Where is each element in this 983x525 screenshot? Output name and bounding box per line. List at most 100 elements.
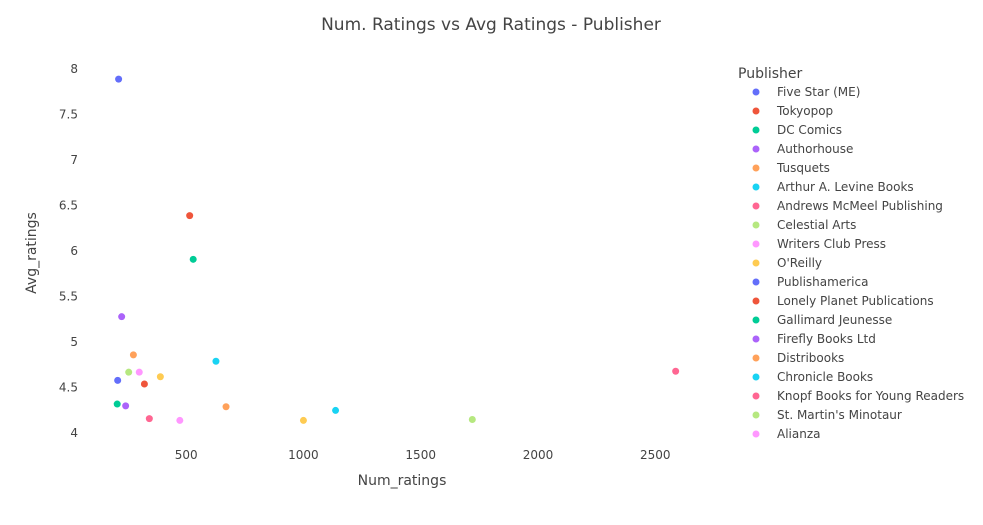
data-points	[113, 75, 680, 424]
legend-marker-icon	[752, 240, 760, 248]
legend-item[interactable]: Firefly Books Ltd	[752, 332, 876, 346]
legend-marker-icon	[752, 221, 760, 229]
legend-label: Writers Club Press	[777, 237, 886, 251]
x-tick-label: 1500	[405, 448, 436, 462]
legend-label: Alianza	[777, 427, 821, 441]
legend-label: DC Comics	[777, 123, 842, 137]
legend-marker-icon	[752, 392, 760, 400]
legend-item[interactable]: Andrews McMeel Publishing	[752, 199, 943, 213]
legend-label: Lonely Planet Publications	[777, 294, 934, 308]
legend-item[interactable]: Distribooks	[752, 351, 845, 365]
legend-item[interactable]: Five Star (ME)	[752, 85, 861, 99]
legend-item[interactable]: O'Reilly	[752, 256, 823, 270]
legend-label: Celestial Arts	[777, 218, 856, 232]
legend-label: Arthur A. Levine Books	[777, 180, 914, 194]
legend-marker-icon	[752, 126, 760, 134]
legend-marker-icon	[752, 354, 760, 362]
y-axis-title: Avg_ratings	[24, 212, 40, 294]
legend-item[interactable]: Chronicle Books	[752, 370, 874, 384]
legend-label: Publishamerica	[777, 275, 868, 289]
plot-area[interactable]	[90, 60, 735, 445]
data-point[interactable]	[189, 255, 197, 263]
data-point[interactable]	[332, 406, 340, 414]
legend-label: Authorhouse	[777, 142, 853, 156]
legend-label: Distribooks	[777, 351, 844, 365]
legend-label: O'Reilly	[777, 256, 822, 270]
legend-marker-icon	[752, 335, 760, 343]
data-point[interactable]	[672, 367, 680, 375]
data-point[interactable]	[114, 376, 122, 384]
data-point[interactable]	[212, 357, 220, 365]
data-point[interactable]	[113, 400, 121, 408]
legend-label: Tokyopop	[776, 104, 833, 118]
data-point[interactable]	[125, 368, 133, 376]
data-point[interactable]	[118, 313, 126, 321]
legend-marker-icon	[752, 183, 760, 191]
legend-item[interactable]: Arthur A. Levine Books	[752, 180, 914, 194]
legend-label: Tusquets	[776, 161, 830, 175]
y-tick-label: 7.5	[59, 108, 78, 122]
legend-item[interactable]: St. Martin's Minotaur	[752, 408, 902, 422]
data-point[interactable]	[115, 75, 123, 83]
legend-item[interactable]: Tokyopop	[752, 104, 834, 118]
x-axis-title: Num_ratings	[358, 473, 447, 489]
legend-item[interactable]: Alianza	[752, 427, 821, 441]
y-tick-label: 6.5	[59, 199, 78, 213]
legend-marker-icon	[752, 316, 760, 324]
legend-marker-icon	[752, 373, 760, 381]
data-point[interactable]	[299, 416, 307, 424]
data-point[interactable]	[140, 380, 148, 388]
legend: Publisher Five Star (ME) Tokyopop DC Comic…	[738, 66, 964, 441]
data-point[interactable]	[145, 415, 153, 423]
data-point[interactable]	[156, 373, 164, 381]
data-point[interactable]	[186, 212, 194, 220]
y-tick-label: 5.5	[59, 290, 78, 304]
legend-marker-icon	[752, 107, 760, 115]
legend-marker-icon	[752, 278, 760, 286]
legend-item[interactable]: Authorhouse	[752, 142, 854, 156]
legend-label: Knopf Books for Young Readers	[777, 389, 964, 403]
x-axis-ticks: 500 1000 1500 2000 2500	[175, 448, 671, 462]
y-tick-label: 5	[70, 335, 78, 349]
legend-item[interactable]: Gallimard Jeunesse	[752, 313, 893, 327]
legend-item[interactable]: Publishamerica	[752, 275, 869, 289]
data-point[interactable]	[468, 416, 476, 424]
legend-item[interactable]: Knopf Books for Young Readers	[752, 389, 965, 403]
data-point[interactable]	[222, 403, 230, 411]
legend-marker-icon	[752, 164, 760, 172]
data-point[interactable]	[122, 402, 130, 410]
legend-marker-icon	[752, 88, 760, 96]
data-point[interactable]	[176, 416, 184, 424]
data-point[interactable]	[129, 351, 137, 359]
y-tick-label: 4	[70, 426, 78, 440]
data-point[interactable]	[135, 368, 143, 376]
legend-item[interactable]: Writers Club Press	[752, 237, 887, 251]
legend-marker-icon	[752, 411, 760, 419]
legend-label: St. Martin's Minotaur	[777, 408, 902, 422]
legend-title: Publisher	[738, 66, 803, 82]
plot-background[interactable]	[90, 60, 735, 445]
y-tick-label: 7	[70, 153, 78, 167]
x-tick-label: 500	[175, 448, 198, 462]
y-tick-label: 6	[70, 244, 78, 258]
legend-item[interactable]: DC Comics	[752, 123, 843, 137]
legend-marker-icon	[752, 297, 760, 305]
y-axis-ticks: 4 4.5 5 5.5 6 6.5 7 7.5 8	[59, 62, 78, 440]
legend-marker-icon	[752, 259, 760, 267]
legend-label: Chronicle Books	[777, 370, 873, 384]
legend-label: Firefly Books Ltd	[777, 332, 876, 346]
legend-label: Andrews McMeel Publishing	[777, 199, 943, 213]
legend-label: Gallimard Jeunesse	[777, 313, 892, 327]
x-tick-label: 1000	[288, 448, 319, 462]
legend-label: Five Star (ME)	[777, 85, 860, 99]
legend-marker-icon	[752, 430, 760, 438]
legend-items: Five Star (ME) Tokyopop DC Comics Authorhou…	[752, 85, 965, 441]
y-tick-label: 4.5	[59, 381, 78, 395]
legend-item[interactable]: Celestial Arts	[752, 218, 857, 232]
legend-item[interactable]: Tusquets	[752, 161, 830, 175]
legend-item[interactable]: Lonely Planet Publications	[752, 294, 934, 308]
x-tick-label: 2000	[523, 448, 554, 462]
x-tick-label: 2500	[640, 448, 671, 462]
